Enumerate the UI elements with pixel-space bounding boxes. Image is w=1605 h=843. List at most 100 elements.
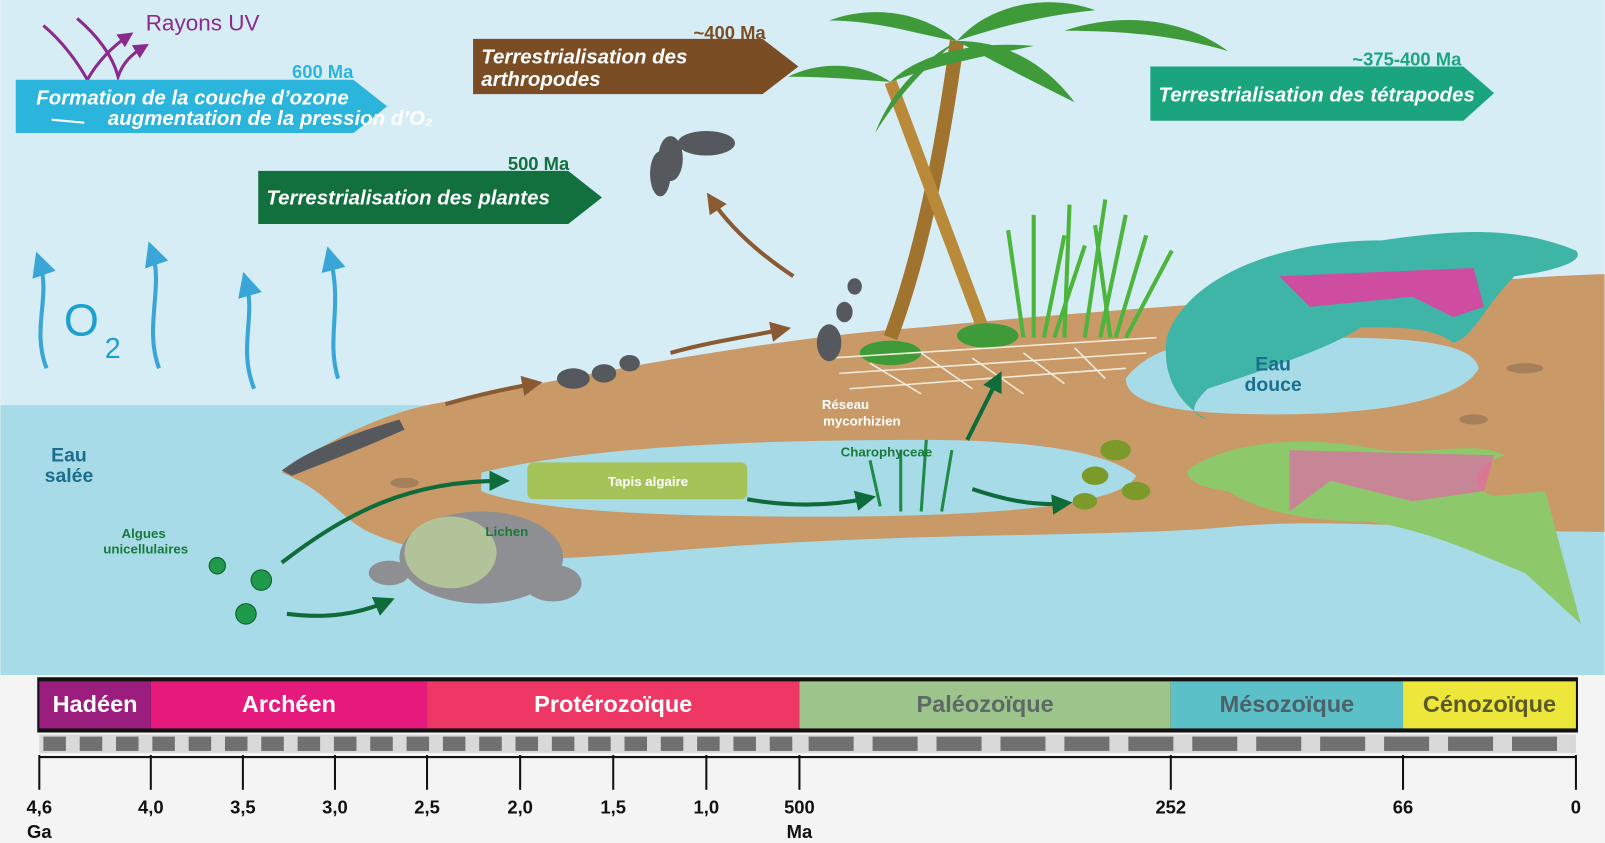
ozone-title: Formation de la couche d’ozone — [36, 86, 349, 109]
labels: Eau salée Eau douce Algues unicellulaire… — [45, 353, 1302, 556]
creatures-part-part — [677, 130, 735, 156]
palm-trees-part-part — [829, 12, 957, 41]
land-part — [1506, 363, 1544, 374]
unit-label: Ga — [27, 821, 52, 842]
creatures-part — [1072, 439, 1151, 510]
palm-trees-part-part — [890, 44, 1034, 82]
era-label: Protérozoïque — [534, 691, 692, 717]
o2-arrows-part — [144, 241, 169, 370]
creatures-part — [868, 439, 954, 512]
scale-block — [624, 736, 647, 751]
creatures-part-part — [368, 560, 410, 586]
scale-block — [188, 736, 212, 751]
creatures-part-part — [250, 569, 273, 591]
creatures-part-part — [208, 557, 227, 575]
plants-title: Terrestrialisation des plantes — [266, 187, 549, 210]
era-band — [39, 681, 151, 729]
tick-label: 252 — [1155, 796, 1186, 817]
era-label: Archéen — [242, 691, 336, 717]
fresh-water-label: douce — [1245, 374, 1302, 396]
scale-block — [936, 736, 982, 751]
scale-block — [406, 736, 430, 751]
uv-rays — [42, 17, 149, 83]
arrows-part — [746, 490, 876, 511]
scale-block — [1448, 736, 1494, 751]
unit-label: Ma — [787, 821, 813, 842]
creatures-part-part — [816, 324, 842, 362]
uv-label: Rayons UV — [146, 11, 260, 36]
arrows — [280, 192, 1073, 618]
land-part — [390, 477, 419, 488]
scale-block — [872, 736, 918, 751]
era-label: Mésozoïque — [1220, 691, 1355, 717]
scale-block — [479, 736, 502, 751]
tick-label: 3,0 — [322, 796, 348, 817]
lichen-label: Lichen — [485, 524, 528, 539]
scale-block — [1256, 736, 1302, 751]
scale-block — [1511, 736, 1558, 751]
palm-trees — [788, 2, 1229, 341]
uv-rays-part — [76, 17, 149, 83]
tick-label: 66 — [1393, 796, 1413, 817]
palm-trees-part-part — [956, 40, 1075, 103]
scale-block — [808, 736, 854, 751]
palm-trees-part-part — [956, 2, 1096, 41]
era-label: Cénozoïque — [1423, 691, 1556, 717]
creatures-part-part — [1081, 466, 1109, 485]
timeline: Hadéen Archéen Protérozoïque Paléozoïque Més… — [27, 677, 1581, 842]
grass-part — [859, 340, 922, 366]
ozone-banner: 600 Ma Formation de la couche d’ozone au… — [15, 61, 433, 133]
palm-trees-part-part — [788, 65, 891, 82]
scale-block — [697, 736, 720, 751]
palm-trees-part — [884, 79, 989, 330]
era-band — [799, 681, 1171, 729]
creatures-part-part — [1072, 493, 1098, 510]
algae-label: unicellulaires — [103, 541, 188, 556]
scale-block — [1192, 736, 1238, 751]
salt-water-label: Eau — [51, 444, 87, 466]
mycorrhiza-label: mycorhizien — [823, 414, 901, 429]
scale-block — [370, 736, 393, 751]
creatures-part — [404, 516, 497, 589]
tetrapods-banner: ~375-400 Ma Terrestrialisation des tétra… — [1150, 48, 1495, 121]
scale-block — [1000, 736, 1046, 751]
scale-block — [515, 736, 539, 751]
o2-arrows-part — [238, 271, 262, 390]
grass-part — [956, 323, 1019, 348]
arthropods-title: arthropodes — [481, 68, 600, 91]
tick-label: 4,6 — [27, 796, 53, 817]
grass — [859, 199, 1174, 366]
o2-index: 2 — [105, 333, 121, 365]
ozone-subtitle: augmentation de la pression d’O₂ — [108, 107, 433, 130]
scale-block — [660, 736, 684, 751]
arrows-part — [286, 596, 395, 618]
tick-label: 2,5 — [414, 796, 440, 817]
creatures-part-part — [281, 419, 405, 476]
fresh-water-label: Eau — [1255, 353, 1291, 375]
arthropods-date: ~400 Ma — [694, 22, 767, 43]
scale-block — [297, 736, 321, 751]
arthropods-banner: ~400 Ma Terrestrialisation des arthropod… — [473, 22, 799, 95]
arthropods-banner-part — [473, 38, 799, 95]
o2-arrows — [32, 241, 346, 390]
charophyceae-label: Charophyceae — [841, 444, 933, 459]
era-band — [1403, 681, 1576, 729]
algae-label: Algues — [122, 526, 166, 541]
algal-mat-label: Tapis algaire — [608, 474, 688, 489]
scale-block — [588, 736, 611, 751]
scale-block — [769, 736, 793, 751]
creatures-part — [1279, 268, 1484, 318]
era-label: Paléozoïque — [917, 691, 1054, 717]
mycorrhiza-label: Réseau — [822, 397, 869, 412]
plants-banner: 500 Ma Terrestrialisation des plantes — [258, 153, 602, 225]
arrows-part — [706, 192, 795, 278]
creatures-part — [1289, 450, 1495, 512]
arrows-part — [280, 470, 510, 565]
scale-block — [1064, 736, 1110, 751]
tick-label: 4,0 — [138, 796, 164, 817]
creatures-part-part — [1100, 439, 1131, 461]
tick-label: 1,0 — [694, 796, 720, 817]
tick-label: 0 — [1571, 796, 1581, 817]
